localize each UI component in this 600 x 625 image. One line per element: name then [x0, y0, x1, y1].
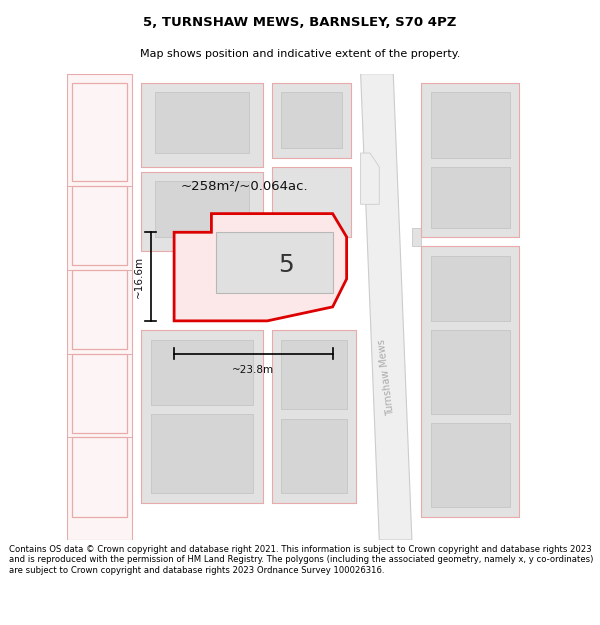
Polygon shape: [151, 414, 253, 493]
Polygon shape: [155, 181, 249, 237]
Polygon shape: [71, 83, 127, 181]
Text: Turnshaw Mews: Turnshaw Mews: [377, 338, 396, 416]
Polygon shape: [431, 92, 510, 158]
Polygon shape: [142, 330, 263, 502]
Polygon shape: [431, 424, 510, 508]
Polygon shape: [281, 419, 347, 493]
Text: ~23.8m: ~23.8m: [232, 365, 274, 375]
Text: Contains OS data © Crown copyright and database right 2021. This information is : Contains OS data © Crown copyright and d…: [9, 545, 593, 574]
Text: 5, TURNSHAW MEWS, BARNSLEY, S70 4PZ: 5, TURNSHAW MEWS, BARNSLEY, S70 4PZ: [143, 16, 457, 29]
Text: ~258m²/~0.064ac.: ~258m²/~0.064ac.: [180, 179, 308, 192]
Polygon shape: [421, 246, 519, 517]
Polygon shape: [272, 83, 351, 158]
Polygon shape: [281, 339, 347, 409]
Text: ~16.6m: ~16.6m: [134, 256, 144, 298]
Polygon shape: [281, 92, 342, 148]
Polygon shape: [361, 74, 412, 540]
Polygon shape: [151, 339, 253, 405]
Polygon shape: [174, 214, 347, 321]
Polygon shape: [71, 354, 127, 432]
Polygon shape: [272, 167, 351, 237]
Polygon shape: [155, 92, 249, 153]
Polygon shape: [71, 438, 127, 517]
Polygon shape: [412, 228, 421, 246]
Polygon shape: [71, 186, 127, 265]
Polygon shape: [216, 232, 332, 293]
Polygon shape: [71, 269, 127, 349]
Polygon shape: [272, 330, 356, 502]
Text: 5: 5: [278, 253, 294, 277]
Polygon shape: [142, 172, 263, 251]
Polygon shape: [431, 256, 510, 321]
Text: Map shows position and indicative extent of the property.: Map shows position and indicative extent…: [140, 49, 460, 59]
Polygon shape: [421, 83, 519, 237]
Polygon shape: [67, 74, 132, 540]
Polygon shape: [431, 167, 510, 228]
Polygon shape: [361, 153, 379, 204]
Polygon shape: [142, 83, 263, 167]
Polygon shape: [431, 330, 510, 414]
